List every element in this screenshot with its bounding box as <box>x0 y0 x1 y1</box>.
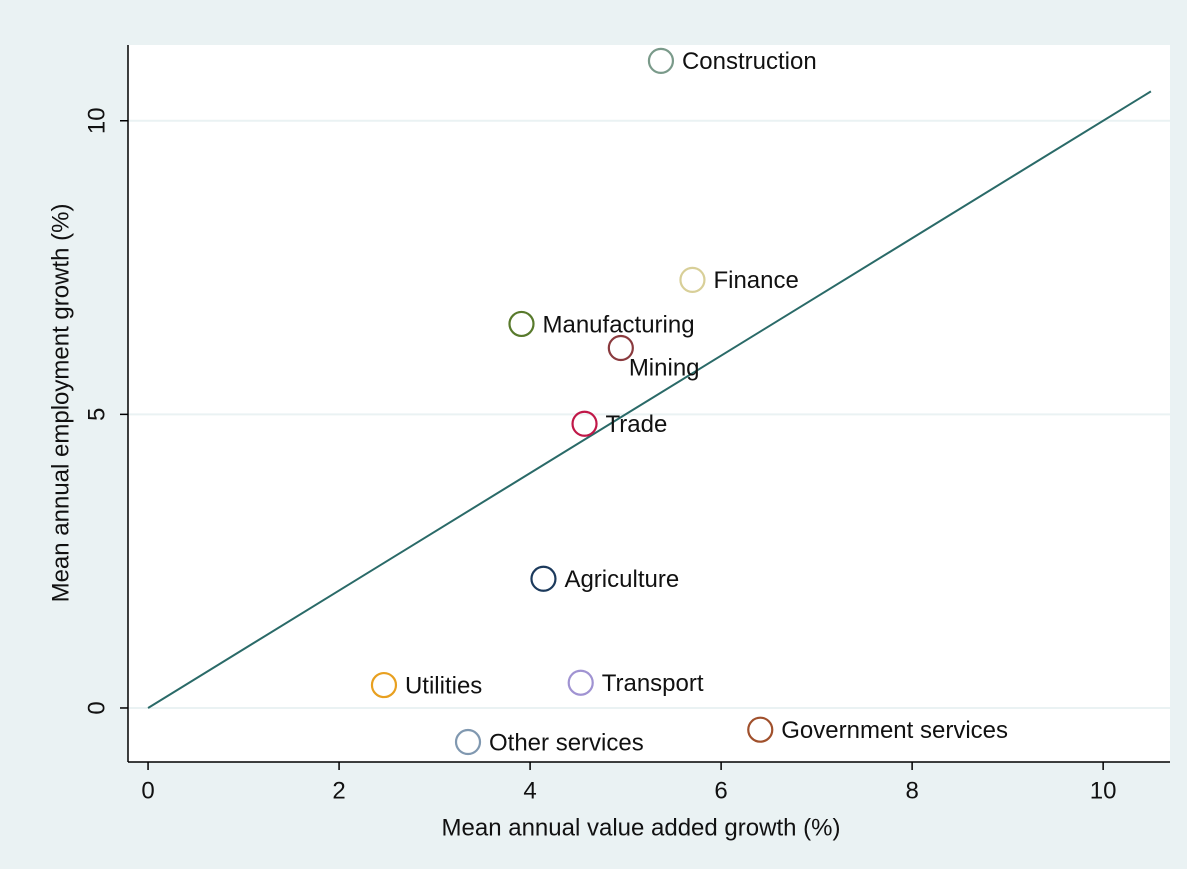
point <box>370 671 398 699</box>
point <box>679 266 706 293</box>
x-tick-label: 6 <box>714 777 727 804</box>
point <box>571 410 598 437</box>
x-tick-label: 2 <box>332 777 345 804</box>
point-label: Construction <box>682 48 817 75</box>
x-tick-label: 4 <box>523 777 536 804</box>
point <box>747 716 774 743</box>
reference-line <box>147 90 1152 709</box>
point <box>647 47 675 74</box>
point-label: Trade <box>606 411 668 438</box>
point <box>567 669 594 696</box>
point-label: Other services <box>489 729 644 756</box>
point-label: Transport <box>602 670 704 697</box>
point <box>454 728 482 756</box>
y-tick-label: 5 <box>83 408 110 421</box>
point-label: Government services <box>781 717 1008 744</box>
point-label: Finance <box>713 267 798 294</box>
x-axis-title: Mean annual value added growth (%) <box>442 814 841 841</box>
point-label: Utilities <box>405 672 482 699</box>
point-label: Mining <box>629 354 700 381</box>
point-label: Agriculture <box>564 566 679 593</box>
plot-area <box>128 45 1170 762</box>
point <box>508 310 535 338</box>
point <box>530 565 557 592</box>
point <box>607 334 634 362</box>
y-tick-label: 0 <box>83 701 110 714</box>
x-tick-label: 10 <box>1090 777 1117 804</box>
x-tick-label: 8 <box>905 777 918 804</box>
point-label: Manufacturing <box>542 311 694 338</box>
y-axis-title: Mean annual employment growth (%) <box>47 204 74 603</box>
y-tick-label: 10 <box>83 107 110 134</box>
x-tick-label: 0 <box>141 777 154 804</box>
